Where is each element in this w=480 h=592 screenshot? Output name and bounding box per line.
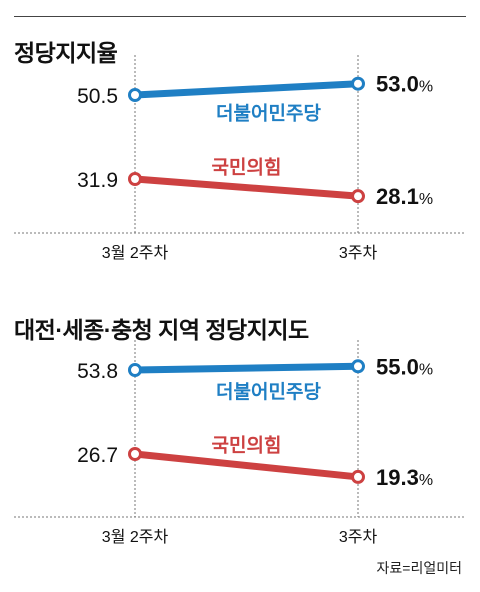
series-name-label-1: 더불어민주당 bbox=[216, 381, 321, 403]
series-line-1 bbox=[131, 80, 362, 99]
value-label-right-1: 55.0% bbox=[376, 354, 433, 379]
value-label-right-1: 53.0% bbox=[376, 72, 433, 97]
x-tick-label-1: 3월 2주차 bbox=[102, 528, 169, 546]
x-tick-label-2: 3주차 bbox=[339, 244, 378, 262]
x-tick-label-1: 3월 2주차 bbox=[102, 244, 169, 262]
chart-2-svg: 3월 2주차 3주차 53.8 55.0% 더불어민주당 26.7 19.3% 국민의힘 bbox=[14, 340, 466, 546]
chart-1-title: 정당지지율 bbox=[14, 40, 118, 66]
data-point-2-1 bbox=[128, 447, 142, 461]
chart-1-svg: 3월 2주차 3주차 50.5 53.0% 더불어민주당 31.9 28.1% 국민의힘 bbox=[14, 55, 466, 262]
data-point-2-1 bbox=[128, 172, 142, 186]
series-line-2 bbox=[131, 450, 362, 481]
value-label-left-2: 31.9 bbox=[77, 169, 118, 192]
unit-label: % bbox=[419, 79, 433, 96]
series-line-2 bbox=[131, 175, 362, 200]
value-label-right-2: 28.1% bbox=[376, 184, 433, 209]
value-label-left-1: 53.8 bbox=[77, 360, 118, 383]
unit-label: % bbox=[419, 361, 433, 378]
top-rule bbox=[14, 16, 466, 17]
source-note: 자료=리얼미터 bbox=[376, 560, 462, 576]
data-point-1-1 bbox=[128, 88, 142, 102]
x-tick-label-2: 3주차 bbox=[339, 528, 378, 546]
data-point-1-2 bbox=[351, 359, 365, 374]
value-label-left-2: 26.7 bbox=[77, 444, 118, 467]
series-name-label-2: 국민의힘 bbox=[212, 157, 282, 179]
value-label-left-1: 50.5 bbox=[77, 85, 118, 108]
series-name-label-1: 더불어민주당 bbox=[216, 102, 321, 124]
data-point-2-2 bbox=[351, 469, 365, 484]
series-name-label-2: 국민의힘 bbox=[212, 434, 282, 456]
series-line-1 bbox=[131, 362, 362, 374]
unit-label: % bbox=[419, 472, 433, 489]
value-label-right-2: 19.3% bbox=[376, 465, 433, 490]
unit-label: % bbox=[419, 191, 433, 208]
chart-2-title: 대전·세종·충청 지역 정당지지도 bbox=[14, 317, 309, 343]
data-point-2-2 bbox=[351, 189, 365, 204]
data-point-1-1 bbox=[128, 363, 142, 377]
data-point-1-2 bbox=[351, 76, 365, 91]
